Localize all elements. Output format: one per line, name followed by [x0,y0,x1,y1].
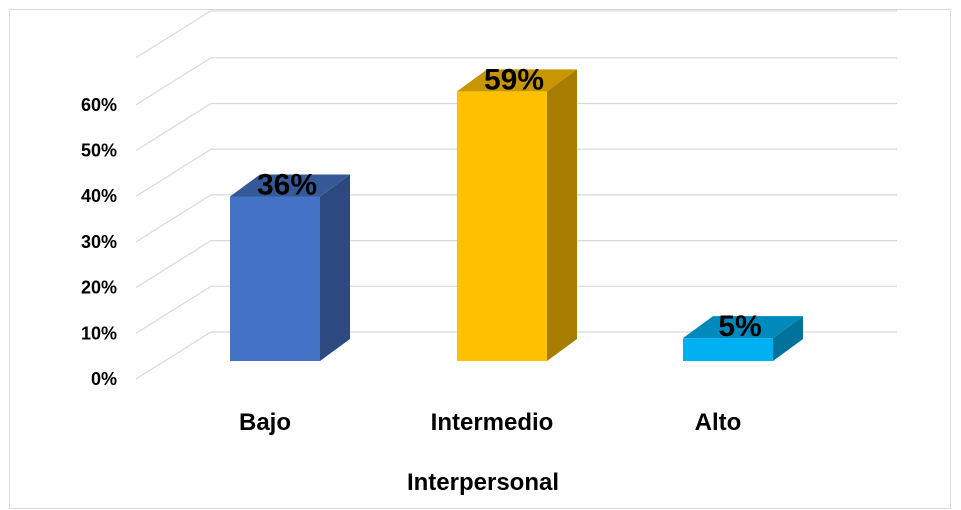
bar-top [230,174,350,197]
bar-front [457,91,547,362]
category-label: Bajo [239,409,291,436]
bar-front [683,338,773,361]
y-tick-label: 20% [81,278,117,298]
data-labels: 36% 59% 5% [257,63,762,343]
bar-side [773,316,803,361]
bar-side [547,69,577,362]
bar-top [683,316,803,339]
bar-side [320,174,350,361]
y-axis-ticks: 0% 10% 20% 30% 40% 50% 60% [81,95,117,389]
bar-top [457,69,577,92]
gridline-side [135,194,212,243]
x-axis-title: Interpersonal [407,469,559,496]
y-tick-label: 10% [81,323,117,343]
y-tick-label: 50% [81,141,117,161]
gridline-side [135,148,212,197]
category-label: Alto [695,409,742,436]
y-tick-label: 0% [91,369,117,389]
bar-intermedio [457,69,577,362]
category-label: Intermedio [431,409,554,436]
bar-front [230,196,320,361]
gridline-side [135,240,212,289]
category-labels: Bajo Intermedio Alto [239,409,741,436]
gridline-side [135,57,212,106]
bars [230,69,803,362]
gridline-side [135,331,212,380]
bar-bajo [230,174,350,361]
gridline-side [135,285,212,334]
gridline-side [135,10,212,59]
data-label: 36% [257,168,317,201]
y-tick-label: 40% [81,186,117,206]
gridline-side [135,102,212,152]
data-label: 5% [718,310,761,343]
y-tick-label: 30% [81,232,117,252]
bar-alto [683,316,803,361]
y-tick-label: 60% [81,95,117,115]
data-label: 59% [484,63,544,96]
